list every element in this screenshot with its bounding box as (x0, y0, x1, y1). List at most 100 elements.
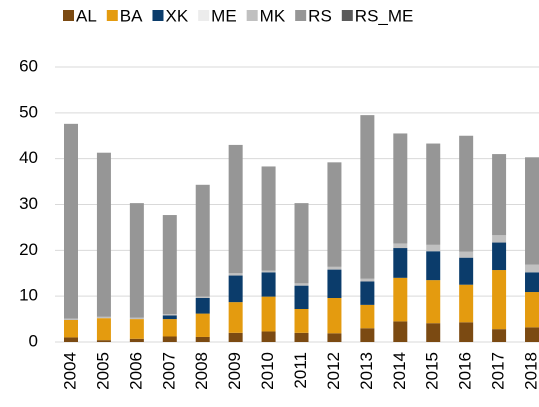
bar-segment (492, 242, 507, 271)
bar-segment (393, 321, 408, 342)
bar-segment (360, 115, 375, 279)
legend-swatch (63, 10, 74, 21)
bar-segment (426, 323, 441, 342)
y-tick-label: 40 (19, 148, 38, 167)
bar-segment (294, 283, 309, 286)
bar-segment (195, 296, 210, 298)
bar-segment (162, 215, 177, 315)
bar-segment (162, 314, 177, 316)
bar-segment (393, 277, 408, 322)
bar-segment (261, 270, 276, 273)
x-tick-label: 2004 (60, 352, 79, 390)
bar-segment (459, 251, 474, 258)
bar-segment (261, 272, 276, 297)
bar-segment (294, 203, 309, 284)
bar-segment (327, 266, 342, 270)
bar-segment (459, 257, 474, 285)
bar-segment (96, 152, 111, 317)
y-tick-label: 10 (19, 286, 38, 305)
bar-segment (195, 298, 210, 314)
legend-label: MK (260, 6, 286, 25)
bar-segment (228, 273, 243, 276)
bar-segment (360, 304, 375, 329)
bar-segment (525, 292, 539, 328)
bar-segment (228, 275, 243, 303)
bar-segment (64, 123, 78, 319)
x-tick-label: 2010 (258, 352, 277, 390)
bar-segment (294, 332, 309, 342)
bar-segment (96, 318, 111, 341)
bar-segment (195, 313, 210, 337)
legend-label: ME (211, 6, 237, 25)
bar-segment (327, 269, 342, 298)
x-tick-label: 2008 (192, 352, 211, 390)
x-tick-label: 2009 (225, 352, 244, 390)
legend-swatch (106, 10, 118, 21)
bar-segment (525, 272, 539, 293)
bar-segment (492, 154, 507, 236)
bar-segment (261, 166, 276, 271)
bar-segment (261, 331, 276, 342)
bar-segment (327, 298, 342, 334)
bar-segment (393, 248, 408, 278)
legend-label: RS_ME (355, 6, 414, 25)
bar-segment (294, 285, 309, 309)
bar-segment (228, 144, 243, 274)
bar-segment (162, 336, 177, 342)
bar-segment (360, 328, 375, 342)
bar-segment (426, 143, 441, 245)
bar-segment (129, 203, 144, 318)
bar-segment (162, 319, 177, 337)
bar-segment (459, 284, 474, 323)
x-tick-label: 2018 (522, 352, 539, 390)
bar-segment (426, 251, 441, 281)
bar-segment (492, 329, 507, 342)
bar-segment (294, 309, 309, 333)
bar-segment (162, 315, 177, 320)
legend-swatch (246, 10, 258, 21)
x-tick-label: 2006 (126, 352, 145, 390)
bar-segment (96, 340, 111, 342)
bar-segment (64, 318, 78, 320)
y-tick-label: 50 (19, 102, 38, 121)
legend-label: RS (308, 6, 332, 25)
bar-segment (64, 337, 78, 342)
bar-segment (195, 184, 210, 297)
bar-segment (261, 296, 276, 332)
x-tick-label: 2005 (93, 352, 112, 390)
bar-segment (64, 320, 78, 338)
x-tick-label: 2017 (489, 352, 508, 390)
bar-segment (96, 316, 111, 319)
bar-segment (228, 332, 243, 342)
x-tick-label: 2014 (390, 352, 409, 390)
bar-segment (129, 338, 144, 342)
bar-segment (360, 278, 375, 282)
bar-segment (426, 244, 441, 252)
y-tick-label: 20 (19, 240, 38, 259)
x-tick-label: 2007 (159, 352, 178, 390)
x-tick-label: 2013 (357, 352, 376, 390)
bar-segment (426, 280, 441, 324)
legend-swatch (295, 10, 307, 21)
bar-segment (327, 333, 342, 342)
x-tick-label: 2011 (291, 352, 310, 389)
bar-segment (525, 327, 539, 342)
bar-segment (459, 135, 474, 252)
legend-swatch (341, 10, 353, 21)
legend-label: AL (76, 6, 97, 25)
bar-segment (492, 270, 507, 330)
legend-swatch (198, 10, 210, 21)
bar-segment (195, 336, 210, 342)
x-tick-label: 2015 (423, 352, 442, 390)
bar-segment (129, 319, 144, 339)
bar-segment (525, 157, 539, 265)
bar-segment (129, 317, 144, 320)
legend-label: BA (120, 6, 143, 25)
bar-segment (459, 322, 474, 342)
bar-segment (360, 281, 375, 305)
bar-segment (228, 302, 243, 333)
bar-segment (393, 133, 408, 244)
y-tick-label: 30 (19, 194, 38, 213)
bar-segment (393, 243, 408, 249)
